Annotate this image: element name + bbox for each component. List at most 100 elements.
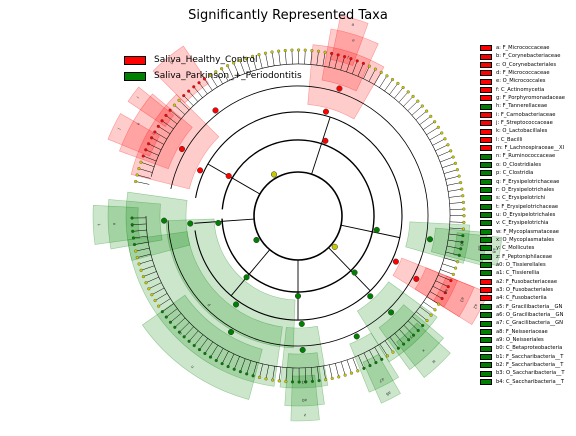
- clade-key-label: j: F_Streptococcaceae: [496, 119, 553, 127]
- clade-key-item: u: O_Erysipelotrichales: [480, 211, 565, 219]
- clade-key-label: l: C_Bacilli: [496, 136, 522, 144]
- leaf-node: [452, 273, 455, 276]
- leaf-node: [157, 125, 160, 128]
- clade-key-swatch: [480, 87, 492, 93]
- leaf-node: [412, 95, 415, 98]
- leaf-node: [449, 149, 452, 152]
- clade-key-swatch: [480, 137, 492, 143]
- leaf-node: [397, 82, 400, 85]
- leaf-branch: [408, 101, 418, 111]
- clade-sector-label: a1: [301, 380, 307, 385]
- leaf-node: [138, 167, 141, 170]
- leaf-node: [165, 114, 168, 117]
- leaf-node: [183, 335, 186, 338]
- leaf-node: [402, 86, 405, 89]
- clade-key-label: h: F_Tannerellaceae: [496, 102, 547, 110]
- leaf-node: [233, 368, 236, 371]
- leaf-node: [461, 194, 464, 197]
- internal-node: [244, 274, 250, 280]
- clade-key-item: a6: O_Gracilibacteria__GN: [480, 311, 565, 319]
- leaf-node: [331, 377, 334, 380]
- leaf-node: [386, 354, 389, 357]
- leaf-node: [362, 62, 365, 65]
- clade-key-label: n: F_Ruminococcaceae: [496, 152, 555, 160]
- internal-node: [427, 236, 433, 242]
- clade-key-swatch: [480, 179, 492, 185]
- clade-key-item: n: F_Ruminococcaceae: [480, 152, 565, 160]
- clade-key-swatch: [480, 112, 492, 118]
- clade-key-item: a5: F_Gracilibacteria__GN: [480, 303, 565, 311]
- internal-node: [254, 237, 260, 243]
- leaf-node: [215, 359, 218, 362]
- leaf-node: [392, 351, 395, 354]
- leaf-node: [145, 281, 148, 284]
- leaf-node: [298, 381, 301, 384]
- leaf-branch: [412, 106, 422, 115]
- leaf-node: [356, 60, 359, 63]
- clade-key-swatch: [480, 346, 492, 352]
- legend-label-parkinson: Saliva_Parkinson_+_Periodontitis: [154, 71, 302, 81]
- clade-key-item: d: F_Micrococcaceae: [480, 69, 565, 77]
- internal-node: [393, 259, 399, 265]
- clade-key-swatch: [480, 254, 492, 260]
- leaf-node: [317, 50, 320, 53]
- clade-key-item: a: F_Micrococcaceae: [480, 44, 565, 52]
- leaf-node: [402, 343, 405, 346]
- clade-key-swatch: [480, 295, 492, 301]
- leaf-node: [343, 55, 346, 58]
- clade-key-swatch: [480, 237, 492, 243]
- leaf-node: [369, 364, 372, 367]
- leaf-node: [147, 142, 150, 145]
- leaf-node: [182, 94, 185, 97]
- clade-key-swatch: [480, 379, 492, 385]
- leaf-node: [433, 120, 436, 123]
- clade-key-label: a7: C_Gracilibacteria__GN: [496, 319, 563, 327]
- clade-key-label: a9: O_Neisseriales: [496, 336, 544, 344]
- leaf-node: [458, 254, 461, 257]
- leaf-node: [380, 358, 383, 361]
- clade-key-label: y: C_Mollicutes: [496, 244, 534, 252]
- leaf-node: [134, 180, 137, 183]
- clade-key-label: u: O_Erysipelotrichales: [496, 211, 555, 219]
- internal-node: [228, 329, 234, 335]
- clade-key-swatch: [480, 195, 492, 201]
- clade-key-label: o: O_Clostridiales: [496, 161, 541, 169]
- internal-node: [187, 221, 193, 227]
- internal-node: [367, 293, 373, 299]
- clade-key-item: a8: F_Neisseriaceae: [480, 328, 565, 336]
- clade-key-item: r: O_Erysipelotrichales: [480, 186, 565, 194]
- clade-key-swatch: [480, 362, 492, 368]
- leaf-branch: [450, 209, 464, 210]
- leaf-branch: [423, 122, 435, 130]
- leaf-node: [434, 308, 437, 311]
- internal-node: [226, 173, 232, 179]
- clade-key-item: b3: O_Saccharibacteria__T: [480, 369, 565, 377]
- leaf-branch: [430, 133, 442, 140]
- leaf-node: [407, 338, 410, 341]
- clade-key-label: b1: F_Saccharibacteria__T: [496, 353, 563, 361]
- leaf-branch: [329, 365, 332, 379]
- clade-key-swatch: [480, 229, 492, 235]
- leaf-node: [380, 71, 383, 74]
- clade-key-label: p: C_Clostridia: [496, 169, 533, 177]
- clade-key-item: f: C_Actinomycetia: [480, 86, 565, 94]
- leaf-node: [187, 90, 190, 93]
- leaf-node: [444, 137, 447, 140]
- clade-key-item: c: O_Corynebacteriales: [480, 61, 565, 69]
- leaf-node: [140, 269, 143, 272]
- clade-key-item: z: F_Peptoniphilaceae: [480, 253, 565, 261]
- clade-key-item: o: O_Clostridiales: [480, 161, 565, 169]
- leaf-branch: [433, 139, 445, 146]
- leaf-node: [429, 115, 432, 118]
- clade-key-swatch: [480, 287, 492, 293]
- leaf-node: [421, 324, 424, 327]
- leaf-node: [204, 352, 207, 355]
- leaf-node: [265, 377, 268, 380]
- internal-node: [374, 227, 380, 233]
- chart-title: Significantly Represented Taxa: [0, 8, 576, 23]
- leaf-node: [363, 367, 366, 370]
- leaf-node: [245, 372, 248, 375]
- clade-key-swatch: [480, 62, 492, 68]
- leaf-branch: [399, 92, 408, 102]
- clade-key-label: b2: F_Saccharibacteria__T: [496, 361, 563, 369]
